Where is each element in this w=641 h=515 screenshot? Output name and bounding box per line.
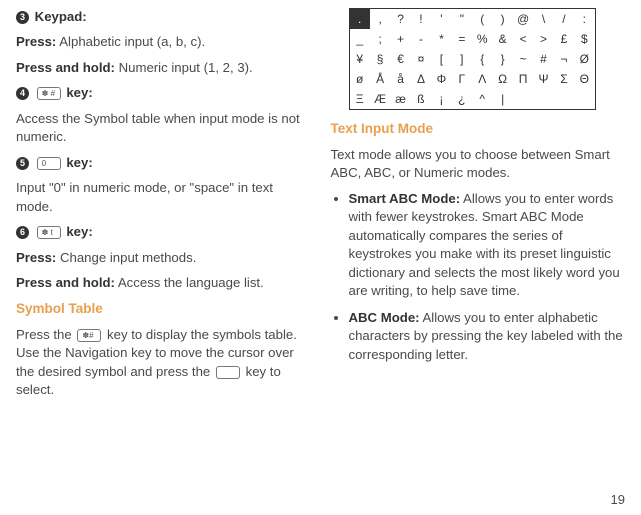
- num6-icon: 6: [16, 226, 29, 239]
- symbol-cell: Æ: [370, 89, 390, 109]
- symbol-cell: ß: [411, 89, 431, 109]
- symbol-cell: <: [513, 29, 533, 49]
- star-t-key-icon: ✽ t: [37, 226, 61, 239]
- symbol-cell: /: [554, 9, 574, 29]
- press-desc-2: Change input methods.: [56, 250, 196, 265]
- right-column: .,?!'"()@\/: _;+-*=%&<>£$ ¥§€¤[]{}~#¬ØøÅåΔ…: [331, 8, 626, 407]
- press-label-2: Press:: [16, 250, 56, 265]
- key-label-4: key:: [63, 85, 93, 100]
- symbol-cell: ¥: [350, 49, 370, 69]
- symbol-cell: ~: [513, 49, 533, 69]
- symbol-cell: [: [431, 49, 451, 69]
- symbol-cell: ": [452, 9, 472, 29]
- symbol-cell: Ξ: [350, 89, 370, 109]
- num5-icon: 5: [16, 157, 29, 170]
- symbol-cell: ¿: [452, 89, 472, 109]
- smart-abc-label: Smart ABC Mode:: [349, 191, 461, 206]
- keypad-label: Keypad:: [31, 9, 87, 24]
- item5-desc: Input "0" in numeric mode, or "space" in…: [16, 179, 311, 216]
- zero-key-icon: 0: [37, 157, 61, 170]
- symbol-cell: {: [472, 49, 492, 69]
- symbol-cell: #: [533, 49, 553, 69]
- page-number: 19: [611, 492, 625, 507]
- symbol-cell: Σ: [554, 69, 574, 89]
- symbol-cell: Γ: [452, 69, 472, 89]
- symbol-cell: Å: [370, 69, 390, 89]
- symbol-cell: [554, 89, 574, 109]
- symbol-cell: -: [411, 29, 431, 49]
- symbol-cell: Λ: [472, 69, 492, 89]
- symbol-cell: \: [533, 9, 553, 29]
- symbol-cell: %: [472, 29, 492, 49]
- symbol-cell: Ø: [574, 49, 594, 69]
- symbol-cell: [574, 89, 594, 109]
- symbol-cell: >: [533, 29, 553, 49]
- num3-icon: 3: [16, 11, 29, 24]
- text-input-mode-heading: Text Input Mode: [331, 120, 626, 139]
- symbol-cell: ¬: [554, 49, 574, 69]
- press-desc-1: Alphabetic input (a, b, c).: [56, 34, 205, 49]
- presshold-label-2: Press and hold:: [16, 275, 115, 290]
- symbol-cell: €: [390, 49, 410, 69]
- text-input-intro: Text mode allows you to choose between S…: [331, 146, 626, 183]
- symbol-cell: ?: [390, 9, 410, 29]
- press-label-1: Press:: [16, 34, 56, 49]
- symbol-cell: ¤: [411, 49, 431, 69]
- symbol-cell: æ: [390, 89, 410, 109]
- symbol-cell: =: [452, 29, 472, 49]
- symbol-cell: [533, 89, 553, 109]
- symbol-cell: (: [472, 9, 492, 29]
- symbol-cell: ': [431, 9, 451, 29]
- symbol-table: .,?!'"()@\/: _;+-*=%&<>£$ ¥§€¤[]{}~#¬ØøÅåΔ…: [349, 8, 596, 110]
- item4-desc: Access the Symbol table when input mode …: [16, 110, 311, 147]
- symbol-cell: ]: [452, 49, 472, 69]
- symbol-table-heading: Symbol Table: [16, 300, 311, 319]
- symbol-cell: +: [390, 29, 410, 49]
- symbol-cell: &: [492, 29, 512, 49]
- presshold-desc-2: Access the language list.: [115, 275, 264, 290]
- symbol-cell: ¡: [431, 89, 451, 109]
- hash-key-icon: ✽ #: [37, 87, 61, 100]
- symbol-cell: $: [574, 29, 594, 49]
- num4-icon: 4: [16, 87, 29, 100]
- symbol-cell: @: [513, 9, 533, 29]
- symbol-cell: |: [492, 89, 512, 109]
- symbol-cell: £: [554, 29, 574, 49]
- symbol-cell: :: [574, 9, 594, 29]
- abc-mode-label: ABC Mode:: [349, 310, 420, 325]
- symbol-cell: }: [492, 49, 512, 69]
- symbol-cell: Π: [513, 69, 533, 89]
- symbol-cell: [513, 89, 533, 109]
- mode-list: Smart ABC Mode: Allows you to enter word…: [331, 190, 626, 364]
- symbol-cell: ): [492, 9, 512, 29]
- symtable-para-a: Press the: [16, 327, 75, 342]
- left-column: 3 Keypad: Press: Alphabetic input (a, b,…: [16, 8, 311, 407]
- key-label-6: key:: [63, 224, 93, 239]
- symbol-cell: å: [390, 69, 410, 89]
- symbol-cell: ,: [370, 9, 390, 29]
- hash-key-icon-2: ✽#: [77, 329, 101, 342]
- symbol-cell: ø: [350, 69, 370, 89]
- symbol-cell: Φ: [431, 69, 451, 89]
- symbol-cell: *: [431, 29, 451, 49]
- symbol-cell: ^: [472, 89, 492, 109]
- presshold-label-1: Press and hold:: [16, 60, 115, 75]
- symbol-cell: ;: [370, 29, 390, 49]
- symbol-cell: Ψ: [533, 69, 553, 89]
- list-item: ABC Mode: Allows you to enter alphabetic…: [349, 309, 626, 364]
- symbol-cell: !: [411, 9, 431, 29]
- smart-abc-desc: Allows you to enter words with fewer key…: [349, 191, 620, 298]
- key-label-5: key:: [63, 155, 93, 170]
- symbol-cell: .: [350, 9, 370, 29]
- symbol-cell: _: [350, 29, 370, 49]
- list-item: Smart ABC Mode: Allows you to enter word…: [349, 190, 626, 301]
- presshold-desc-1: Numeric input (1, 2, 3).: [115, 60, 253, 75]
- symbol-cell: Ω: [492, 69, 512, 89]
- ok-key-icon: [216, 366, 240, 379]
- symbol-cell: §: [370, 49, 390, 69]
- symbol-cell: Δ: [411, 69, 431, 89]
- symbol-cell: Θ: [574, 69, 594, 89]
